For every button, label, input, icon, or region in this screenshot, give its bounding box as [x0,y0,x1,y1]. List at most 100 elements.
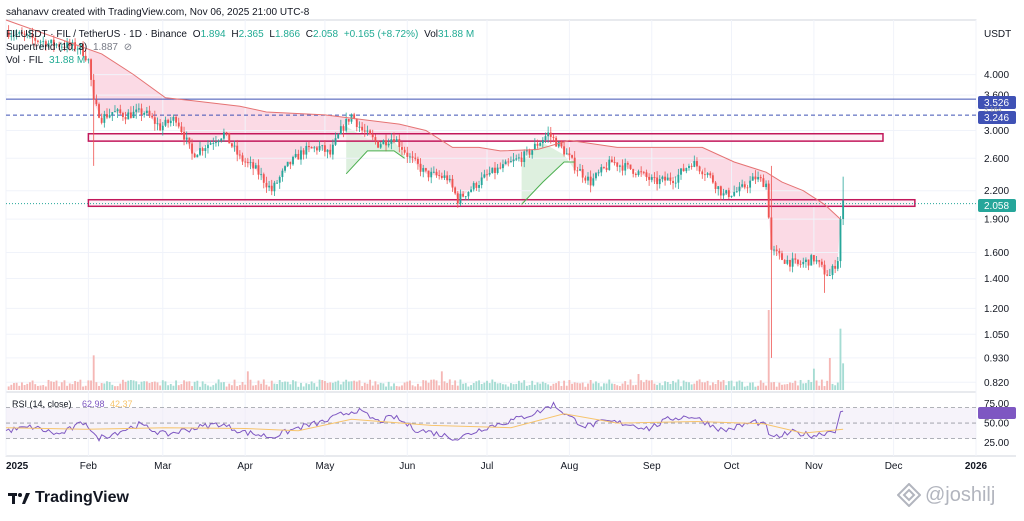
volume-bar [140,381,143,390]
candle-body [87,59,90,61]
supertrend-legend[interactable]: Supertrend (10, 3) 1.887 ⊘ [6,42,135,53]
volume-bar [225,386,228,390]
candle-body [100,117,103,123]
volume-bar [289,384,292,390]
candle-body [435,171,438,176]
volume-bar [576,382,579,390]
volume-bar [478,380,480,390]
volume-bar [393,383,395,390]
candle-body [637,171,640,176]
symbol-legend[interactable]: FILUSDT · FIL / TetherUS · 1D · Binance … [6,29,477,40]
candle-body [326,149,329,152]
volume-value: 31.88 M [49,55,86,66]
candle-body [440,175,443,178]
candle-body [377,141,379,148]
tradingview-logo[interactable]: TradingView [8,489,129,507]
volume-bar [321,380,324,390]
volume-bar [209,386,212,390]
supertrend-label[interactable]: Supertrend (10, 3) [6,42,88,53]
candle-body [603,167,605,168]
candle-body [640,171,643,173]
volume-bar [637,374,640,390]
candle-body [725,190,728,194]
volume-bar [342,381,345,390]
candle-body [262,174,265,183]
volume-bar [743,386,746,390]
price-tick-label: 3.000 [984,126,1009,137]
volume-bar [249,379,252,390]
volume-bar [260,383,263,390]
volume-bar [533,384,536,390]
candle-body [34,37,37,41]
volume-bar [539,383,542,390]
candle-body [98,104,100,118]
candle-body [674,182,677,184]
volume-bar [759,380,762,390]
volume-bar [281,382,284,390]
volume-bar [84,385,87,390]
candle-body [143,112,146,115]
candle-body [212,143,215,144]
candles [7,25,845,358]
volume-bar [60,382,63,390]
rsi-value-tag [978,407,1016,420]
symbol-text[interactable]: FILUSDT · FIL / TetherUS · 1D · Binance [6,29,187,40]
price-tick-label: 0.820 [984,378,1009,389]
candle-body [406,152,409,157]
volume-bar [347,381,350,390]
volume-bar [135,381,138,390]
diamond-logo-icon [897,483,921,507]
candle-body [549,132,552,137]
volume-bar [244,384,247,390]
volume-bar [826,380,829,390]
volume-bar [193,381,196,390]
supply-zone-box [87,132,884,142]
volume-bar [640,380,643,390]
candle-body [204,148,207,151]
time-tick-label: Nov [805,461,823,472]
time-tick-label: Sep [643,461,661,472]
candle-body [122,113,124,118]
link-icon[interactable]: ⊘ [123,42,133,53]
candle-body [385,140,387,146]
volume-bar [775,386,778,390]
volume-bar [284,381,286,390]
candle-body [305,145,308,155]
volume-bar [358,380,361,390]
candle-body [778,250,781,254]
candle-body [353,114,356,119]
volume-legend[interactable]: Vol · FIL 31.88 M [6,55,88,66]
candle-body [175,116,178,123]
volume-bar [749,382,752,390]
level-hidden-tag-text: 3.164 [984,107,1002,114]
candle-body [55,44,58,46]
volume-bar [842,363,845,390]
volume-bar [98,385,100,390]
candle-body [369,130,372,135]
candle-body [565,153,568,155]
volume-bar [228,383,231,390]
volume-bar [523,380,526,390]
volume-bar [334,381,337,390]
candle-body [313,147,316,149]
candle-body [76,48,79,50]
volume-bar [693,383,696,390]
candle-body [581,169,584,178]
candle-body [42,41,45,43]
volume-bar [13,383,15,390]
candle-body [201,148,204,151]
supertrend-bull-line [345,150,405,175]
volume-label[interactable]: Vol · FIL [6,55,44,66]
rsi-label: RSI (14, close) [12,399,72,409]
time-tick-label: Aug [560,461,578,472]
candle-body [701,171,704,175]
volume-bar [573,382,576,390]
candle-body [751,176,754,181]
volume-bar [207,385,209,390]
candle-body [161,125,164,131]
volume-bar [717,380,720,390]
level-mid-tag-text: 3.246 [984,113,1009,124]
volume-bar [254,385,257,390]
volume-bar [555,383,558,390]
candle-body [217,140,220,143]
